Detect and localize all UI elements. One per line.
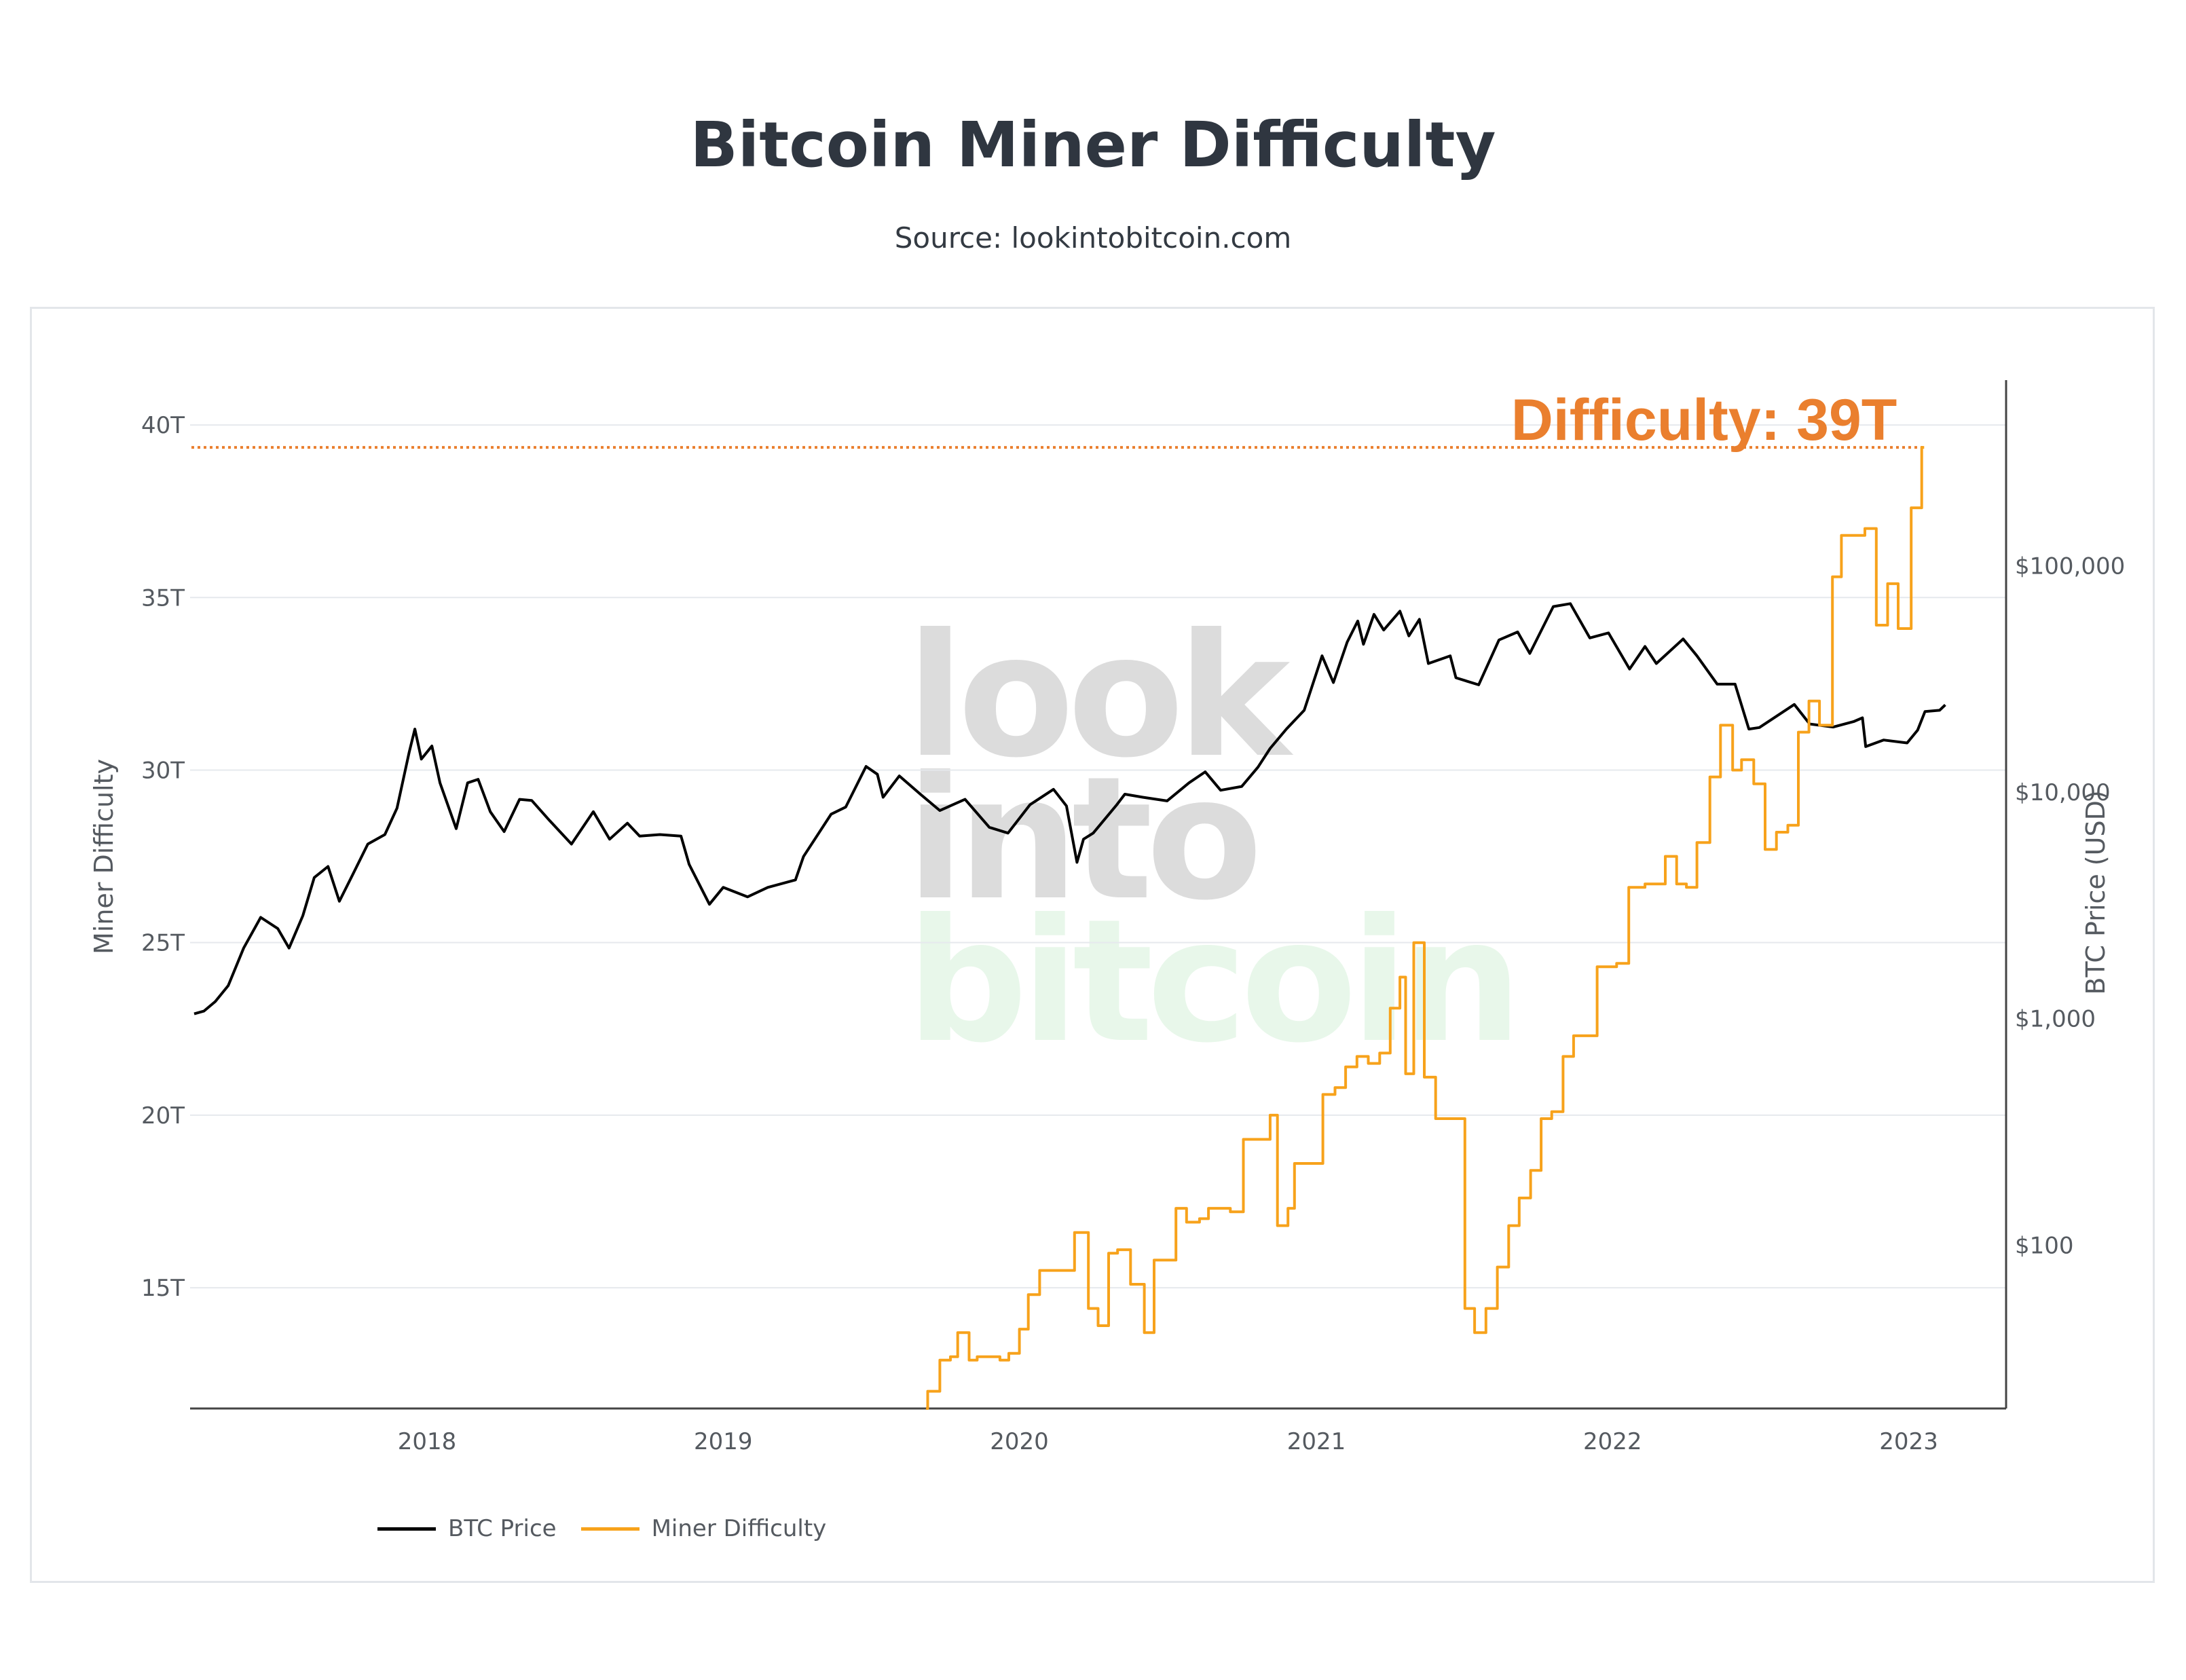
x-tick-label: 2020 [990,1428,1049,1455]
chart-panel [30,307,2155,1583]
legend-label-btc-price: BTC Price [448,1515,557,1542]
left-tick-label: 15T [141,1275,185,1302]
right-tick-label: $100 [2015,1232,2074,1259]
left-tick-label: 35T [141,584,185,612]
right-tick-label: $10,000 [2015,779,2111,806]
x-tick-label: 2023 [1879,1428,1938,1455]
difficulty-annotation: Difficulty: 39T [1511,388,1897,453]
x-axis-ticks: 2018 2019 2020 2021 2022 2023 [398,1428,1938,1455]
x-tick-label: 2022 [1583,1428,1642,1455]
left-axis-ticks: 15T 20T 25T 30T 35T 40T [141,412,185,1302]
right-tick-label: $1,000 [2015,1006,2096,1033]
x-tick-label: 2019 [694,1428,753,1455]
legend-swatch-miner-difficulty [580,1527,640,1531]
gridlines [190,424,2006,1289]
watermark-line-bitcoin: bitcoin [906,882,1516,1080]
watermark-line-look: look [906,597,1294,795]
axes [190,380,2007,1410]
series-group[interactable] [193,446,1946,1410]
left-tick-label: 30T [141,757,185,784]
right-tick-label: $100,000 [2015,553,2125,580]
legend-item-miner-difficulty[interactable]: Miner Difficulty [580,1515,827,1542]
left-tick-label: 25T [141,930,185,957]
chart-title: Bitcoin Miner Difficulty [690,109,1496,181]
x-tick-label: 2021 [1287,1428,1346,1455]
right-axis-title: BTC Price (USD) [2081,790,2111,994]
legend-item-btc-price[interactable]: BTC Price [377,1515,557,1542]
right-axis-ticks: $100 $1,000 $10,000 $100,000 [2015,553,2125,1259]
chart-subtitle: Source: lookintobitcoin.com [894,221,1292,255]
left-tick-label: 40T [141,412,185,439]
left-axis-title: Miner Difficulty [89,759,119,954]
watermark: look into bitcoin [906,597,1523,1080]
legend-swatch-btc-price [377,1527,436,1531]
x-tick-label: 2018 [398,1428,457,1455]
legend-label-miner-difficulty: Miner Difficulty [651,1515,827,1542]
left-tick-label: 20T [141,1102,185,1130]
legend: BTC Price Miner Difficulty [377,1515,851,1542]
series-line-btc-price[interactable] [193,602,1946,1015]
series-line-miner-difficulty[interactable] [926,446,1925,1410]
